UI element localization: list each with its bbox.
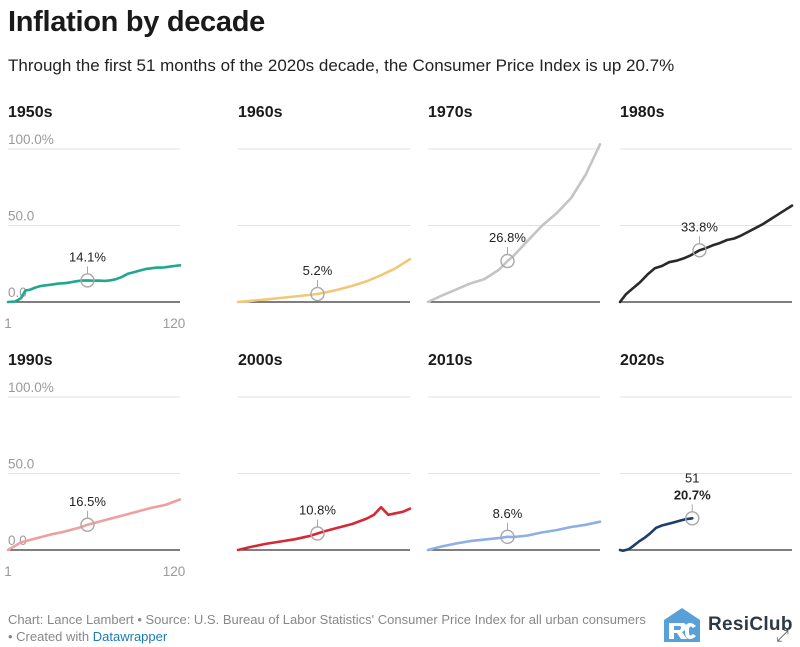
data-label-2010s: 8.6%	[493, 506, 523, 521]
marker-circle-2010s	[500, 529, 515, 545]
series-line-2000s	[236, 505, 412, 552]
x-tick-label: 120	[163, 316, 186, 331]
chart-title: Inflation by decade	[8, 6, 265, 38]
panel-title-2000s: 2000s	[238, 352, 283, 369]
y-tick-label: 50.0	[8, 209, 34, 224]
source-text: Chart: Lance Lambert • Source: U.S. Bure…	[8, 612, 646, 644]
expand-arrows-icon[interactable]: ⤢	[776, 628, 789, 645]
x-tick-label: 120	[163, 564, 186, 579]
resiclub-logo-icon	[664, 608, 700, 642]
data-label-2020s: 20.7%	[674, 487, 711, 502]
series-line-1990s	[6, 498, 182, 552]
marker-circle-1990s	[80, 517, 95, 532]
footer-source: Chart: Lance Lambert • Source: U.S. Bure…	[8, 611, 648, 645]
data-label-1990s: 16.5%	[69, 494, 106, 509]
panel-title-2020s: 2020s	[620, 352, 665, 369]
data-label-1950s: 14.1%	[69, 249, 106, 264]
marker-circle-1960s	[310, 286, 325, 302]
y-tick-label: 100.0%	[8, 132, 54, 147]
data-label-1980s: 33.8%	[681, 219, 718, 234]
marker-circle-1970s	[500, 253, 515, 269]
data-label-1960s: 5.2%	[303, 263, 333, 278]
panel-title-1980s: 1980s	[620, 104, 665, 121]
panel-title-1960s: 1960s	[238, 104, 283, 121]
series-line-1960s	[236, 257, 412, 304]
small-multiples-chart: 1950s 100.0% 50.0 0.0 1 120 14.1% 1960s 5.2% 1970…	[4, 104, 794, 579]
x-tick-label: 1	[4, 316, 12, 331]
month-label-2020s: 51	[685, 470, 699, 485]
y-tick-label: 0.0	[8, 533, 27, 548]
marker-circle-2020s	[685, 511, 700, 526]
marker-circle-2000s	[310, 526, 325, 541]
series-line-2010s	[426, 520, 602, 552]
data-label-1970s: 26.8%	[489, 230, 526, 245]
x-tick-label: 1	[4, 564, 12, 579]
y-tick-label: 50.0	[8, 457, 34, 472]
marker-circle-1980s	[692, 243, 707, 258]
data-label-2000s: 10.8%	[299, 502, 336, 517]
series-line-1950s	[6, 263, 182, 304]
y-tick-label: 100.0%	[8, 380, 54, 395]
marker-circle-1950s	[80, 273, 95, 288]
chart-subtitle: Through the first 51 months of the 2020s…	[8, 56, 675, 75]
datawrapper-link[interactable]: Datawrapper	[92, 629, 168, 644]
resiclub-logo: ResiClub	[662, 604, 792, 644]
panel-title-1970s: 1970s	[428, 104, 473, 121]
panel-title-1950s: 1950s	[8, 104, 53, 121]
panel-title-2010s: 2010s	[428, 352, 473, 369]
series-line-1970s	[426, 143, 602, 304]
panel-title-1990s: 1990s	[8, 352, 53, 369]
resiclub-logo-text: ResiClub	[708, 614, 793, 635]
series-line-2020s	[618, 516, 694, 553]
